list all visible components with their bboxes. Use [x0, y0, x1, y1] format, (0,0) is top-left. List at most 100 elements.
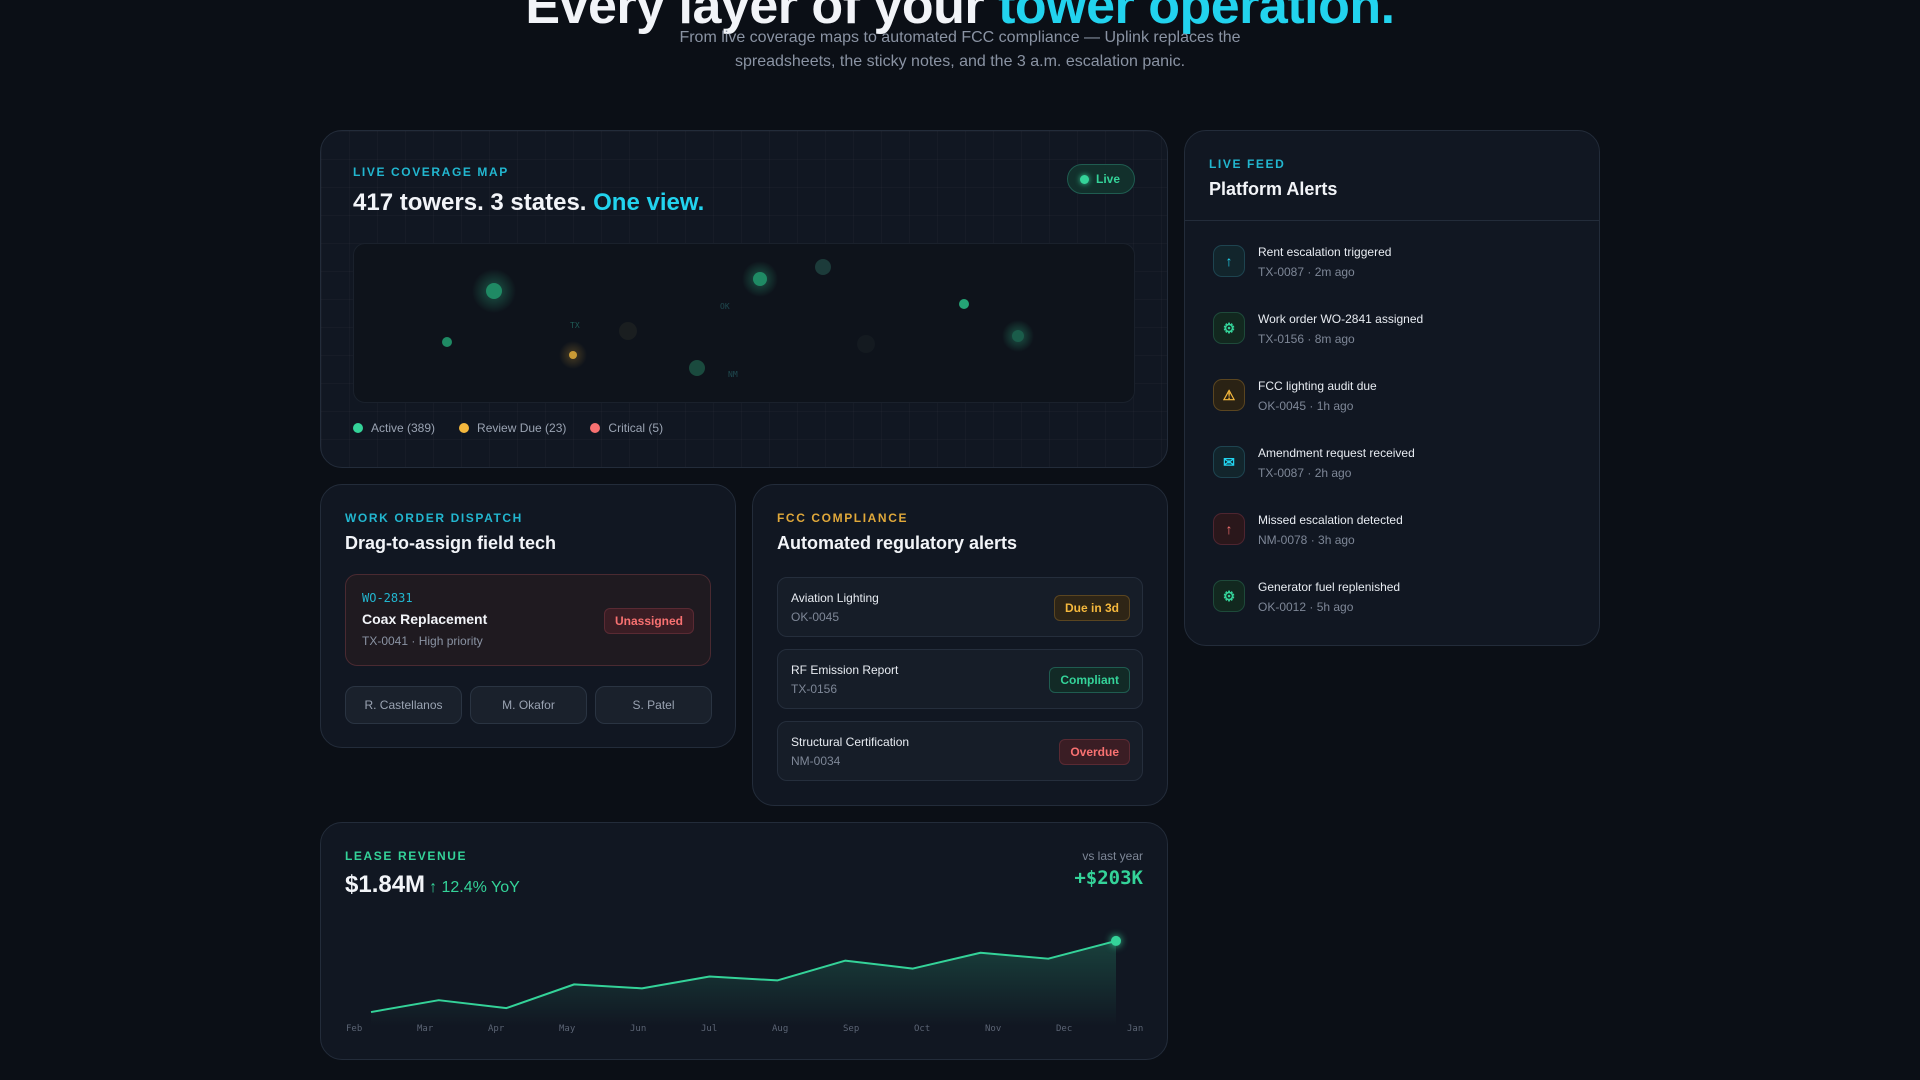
- month-tick-label: Jul: [701, 1024, 717, 1034]
- lease-revenue-card: Feb Mar Apr May Jun Jul Aug Sep Oct Nov Dec Jan Lea…: [320, 822, 1168, 1060]
- coverage-map[interactable]: TX OK NM: [353, 243, 1135, 403]
- month-tick-label: Apr: [488, 1024, 505, 1034]
- feed-item-meta: NM-0078 · 3h ago: [1258, 533, 1355, 547]
- month-tick-label: Jan: [1127, 1024, 1143, 1034]
- map-title: 417 towers. 3 states. One view.: [353, 189, 704, 217]
- tower-marker[interactable]: [753, 272, 767, 286]
- arrow-up-icon: ↑: [1213, 245, 1245, 277]
- fcc-compliance-card: FCC Compliance Automated regulatory aler…: [752, 484, 1168, 806]
- hero-subtitle: From live coverage maps to automated FCC…: [660, 26, 1260, 74]
- legend-active: Active (389): [353, 421, 435, 435]
- work-order-eyebrow: Work Order Dispatch: [345, 511, 523, 525]
- tower-marker[interactable]: [619, 322, 637, 340]
- tower-marker[interactable]: [815, 259, 831, 275]
- month-tick-label: Oct: [914, 1024, 930, 1034]
- arrow-up-icon: ↑: [1213, 513, 1245, 545]
- tech-button-castellanos[interactable]: R. Castellanos: [345, 686, 462, 724]
- revenue-delta: +$203K: [1074, 867, 1143, 889]
- revenue-point[interactable]: [1111, 936, 1121, 946]
- tower-marker[interactable]: [486, 283, 502, 299]
- coverage-map-card: Live Coverage Map 417 towers. 3 states. …: [320, 130, 1168, 468]
- feed-item-meta: TX-0087 · 2h ago: [1258, 466, 1351, 480]
- region-label: OK: [720, 302, 730, 311]
- month-tick-label: Sep: [843, 1024, 859, 1034]
- map-title-main: 417 towers. 3 states.: [353, 189, 593, 216]
- status-badge: Compliant: [1049, 667, 1130, 693]
- feed-eyebrow: Live Feed: [1209, 157, 1285, 171]
- feed-item-text: Rent escalation triggered: [1258, 245, 1391, 259]
- month-tick-label: May: [559, 1024, 576, 1034]
- tower-marker[interactable]: [959, 299, 969, 309]
- feed-header: Live Feed Platform Alerts: [1185, 131, 1599, 221]
- legend-label: Active (389): [371, 421, 435, 435]
- revenue-area: [371, 941, 1116, 1026]
- work-order-item[interactable]: WO-2831 Coax Replacement TX-0041 · High …: [345, 574, 711, 666]
- fcc-item-code: NM-0034: [791, 754, 840, 768]
- revenue-amount: $1.84M ↑ 12.4% YoY: [345, 871, 520, 899]
- feed-item[interactable]: ⚙ Work order WO-2841 assigned TX-0156 · …: [1213, 312, 1583, 379]
- fcc-item-name: Structural Certification: [791, 735, 909, 749]
- month-tick-label: Dec: [1056, 1024, 1072, 1034]
- fcc-item-code: OK-0045: [791, 610, 839, 624]
- month-tick-label: Nov: [985, 1024, 1001, 1034]
- coverage-map-svg: TX OK NM: [354, 244, 1135, 403]
- warning-icon: ⚠: [1213, 379, 1245, 411]
- region-label: NM: [728, 370, 738, 379]
- fcc-item-name: RF Emission Report: [791, 663, 898, 677]
- fcc-list: Aviation Lighting OK-0045 Due in 3d RF E…: [777, 577, 1143, 793]
- tower-marker[interactable]: [442, 337, 452, 347]
- fcc-item[interactable]: Aviation Lighting OK-0045 Due in 3d: [777, 577, 1143, 637]
- fcc-item[interactable]: RF Emission Report TX-0156 Compliant: [777, 649, 1143, 709]
- tech-button-patel[interactable]: S. Patel: [595, 686, 712, 724]
- revenue-eyebrow: Lease Revenue: [345, 849, 467, 863]
- feed-item[interactable]: ⚠ FCC lighting audit due OK-0045 · 1h ag…: [1213, 379, 1583, 446]
- tech-list: R. Castellanos M. Okafor S. Patel: [345, 686, 712, 724]
- live-badge[interactable]: Live: [1067, 164, 1135, 194]
- feed-item-text: Generator fuel replenished: [1258, 580, 1400, 594]
- work-order-card: Work Order Dispatch Drag-to-assign field…: [320, 484, 736, 748]
- work-order-title: Drag-to-assign field tech: [345, 533, 556, 554]
- tower-marker[interactable]: [1012, 330, 1024, 342]
- feed-item[interactable]: ✉ Amendment request received TX-0087 · 2…: [1213, 446, 1583, 513]
- feed-item-text: Missed escalation detected: [1258, 513, 1403, 527]
- feed-item[interactable]: ⚙ Generator fuel replenished OK-0012 · 5…: [1213, 580, 1583, 646]
- legend-critical: Critical (5): [590, 421, 663, 435]
- revenue-amount-value: $1.84M: [345, 871, 425, 898]
- month-tick-label: Jun: [630, 1024, 646, 1034]
- tower-marker[interactable]: [569, 351, 577, 359]
- revenue-yoy: ↑ 12.4% YoY: [429, 879, 520, 896]
- map-eyebrow: Live Coverage Map: [353, 165, 509, 179]
- live-dot-icon: [1080, 175, 1089, 184]
- revenue-vs-label: vs last year: [1082, 849, 1143, 863]
- feed-item[interactable]: ↑ Missed escalation detected NM-0078 · 3…: [1213, 513, 1583, 580]
- work-order-meta: TX-0041 · High priority: [362, 634, 483, 648]
- work-order-name: Coax Replacement: [362, 611, 487, 627]
- fcc-eyebrow: FCC Compliance: [777, 511, 908, 525]
- feed-item-text: Amendment request received: [1258, 446, 1415, 460]
- feed-item-meta: TX-0156 · 8m ago: [1258, 332, 1355, 346]
- status-badge: Overdue: [1059, 739, 1130, 765]
- feed-item-meta: OK-0045 · 1h ago: [1258, 399, 1353, 413]
- tower-marker[interactable]: [857, 335, 875, 353]
- gear-icon: ⚙: [1213, 312, 1245, 344]
- feed-item[interactable]: ↑ Rent escalation triggered TX-0087 · 2m…: [1213, 245, 1583, 312]
- feed-item-meta: TX-0087 · 2m ago: [1258, 265, 1355, 279]
- feed-title: Platform Alerts: [1209, 179, 1337, 200]
- feed-list: ↑ Rent escalation triggered TX-0087 · 2m…: [1213, 245, 1583, 646]
- legend-label: Review Due (23): [477, 421, 566, 435]
- fcc-item-name: Aviation Lighting: [791, 591, 879, 605]
- platform-alerts-card: Live Feed Platform Alerts ↑ Rent escalat…: [1184, 130, 1600, 646]
- region-label: TX: [570, 321, 580, 330]
- month-tick-label: Mar: [417, 1024, 434, 1034]
- fcc-item-code: TX-0156: [791, 682, 837, 696]
- map-legend: Active (389) Review Due (23) Critical (5…: [353, 421, 663, 435]
- tech-button-okafor[interactable]: M. Okafor: [470, 686, 587, 724]
- legend-dot-icon: [353, 423, 363, 433]
- gear-icon: ⚙: [1213, 580, 1245, 612]
- legend-review-due: Review Due (23): [459, 421, 566, 435]
- fcc-item[interactable]: Structural Certification NM-0034 Overdue: [777, 721, 1143, 781]
- month-tick-label: Aug: [772, 1024, 788, 1034]
- tower-marker[interactable]: [689, 360, 705, 376]
- mail-icon: ✉: [1213, 446, 1245, 478]
- map-title-accent: One view.: [593, 189, 704, 216]
